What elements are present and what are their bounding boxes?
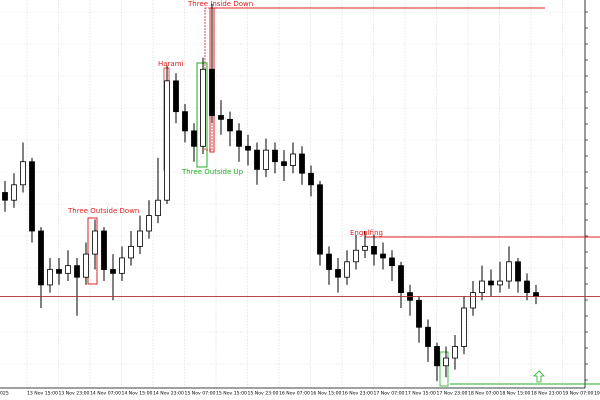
candle-body — [416, 299, 422, 328]
candle-body — [533, 292, 539, 297]
candle-body — [488, 280, 494, 286]
candle-body — [353, 249, 359, 263]
x-tick-label: 17 Nov 15:00 — [405, 391, 436, 397]
annotation: Three Outside Down — [67, 207, 139, 215]
x-tick-label: 18 Nov 07:00 — [468, 391, 499, 397]
candle-body — [83, 253, 89, 278]
candle-body — [281, 161, 287, 166]
candle-body — [227, 118, 233, 132]
x-tick-label: 13 Nov 15:00 — [27, 391, 58, 397]
candle-body — [398, 265, 404, 293]
candle-body — [191, 130, 197, 147]
candle-body — [524, 280, 530, 293]
candle-body — [497, 280, 503, 286]
candle-body — [290, 153, 296, 166]
candle-body — [470, 292, 476, 309]
candle-body — [128, 245, 134, 259]
candle-body — [56, 269, 62, 274]
x-tick-label: 14 Nov 23:00 — [153, 391, 184, 397]
x-tick-label: 17 Nov 23:00 — [437, 391, 468, 397]
candle-body — [299, 153, 305, 174]
candle-body — [344, 261, 350, 278]
x-tick-label: 18 Nov 23:00 — [531, 391, 562, 397]
candle-body — [11, 184, 17, 201]
annotation: Three Inside Down — [187, 0, 253, 8]
x-tick-label: 16 Nov 23:00 — [342, 391, 373, 397]
x-tick-label: 14 Nov 15:00 — [122, 391, 153, 397]
candle-body — [236, 130, 242, 147]
x-tick-label: 16 Nov 07:00 — [279, 391, 310, 397]
candle-body — [272, 149, 278, 163]
x-tick-label: 18 Nov 15:00 — [500, 391, 531, 397]
candle-body — [425, 326, 431, 347]
candle-body — [506, 261, 512, 282]
candle-body — [173, 80, 179, 113]
candle-body — [452, 346, 458, 359]
x-tick-label: 17 Nov 07:00 — [374, 391, 405, 397]
candle-body — [479, 280, 485, 293]
candle-body — [434, 346, 440, 367]
candle-body — [155, 199, 161, 216]
annotation: Engulfing — [350, 229, 383, 237]
candle-body — [38, 230, 44, 286]
x-tick-label: 15 Nov 07:00 — [185, 391, 216, 397]
candle-body — [380, 253, 386, 259]
candle-body — [371, 245, 377, 255]
candle-body — [137, 230, 143, 247]
x-tick-label: 13 Nov 23:00 — [59, 391, 90, 397]
candles — [2, 3, 539, 382]
candle-body — [308, 172, 314, 186]
candle-body — [245, 145, 251, 151]
candle-body — [209, 68, 215, 116]
candle-body — [461, 307, 467, 347]
candle-body — [317, 184, 323, 255]
candle-body — [335, 269, 341, 278]
pattern-box — [439, 351, 449, 387]
candle-body — [29, 161, 35, 232]
candle-body — [443, 357, 449, 367]
candle-body — [92, 230, 98, 255]
candle-body — [362, 245, 368, 251]
x-tick-label: 15 Nov 23:00 — [248, 391, 279, 397]
x-tick-label: 025 — [0, 391, 9, 397]
candle-body — [110, 269, 116, 274]
x-tick-label: 19 Nov 07:00 — [563, 391, 594, 397]
candle-body — [515, 261, 521, 282]
candle-body — [164, 80, 170, 201]
candle-body — [182, 111, 188, 132]
candle-body — [47, 269, 53, 286]
candle-body — [218, 115, 224, 120]
candle-body — [20, 161, 26, 186]
candle-body — [119, 257, 125, 274]
annotation: Harami — [158, 60, 184, 68]
candle-body — [101, 230, 107, 270]
candle-body — [326, 253, 332, 270]
candle-body — [65, 265, 71, 274]
x-tick-label: 16 Nov 15:00 — [311, 391, 342, 397]
candle-body — [200, 68, 206, 147]
annotation: Three Outside Up — [181, 168, 244, 176]
candle-body — [2, 192, 8, 201]
candle-body — [263, 149, 269, 170]
x-tick-label: 14 Nov 07:00 — [90, 391, 121, 397]
x-tick-label: 19 Nov 15:00 — [594, 391, 600, 397]
candle-body — [74, 265, 80, 278]
x-tick-label: 15 Nov 15:00 — [216, 391, 247, 397]
candle-body — [146, 215, 152, 232]
candle-body — [254, 149, 260, 170]
pattern-box — [196, 62, 208, 168]
arrow-up — [533, 370, 545, 383]
candle-body — [389, 257, 395, 267]
